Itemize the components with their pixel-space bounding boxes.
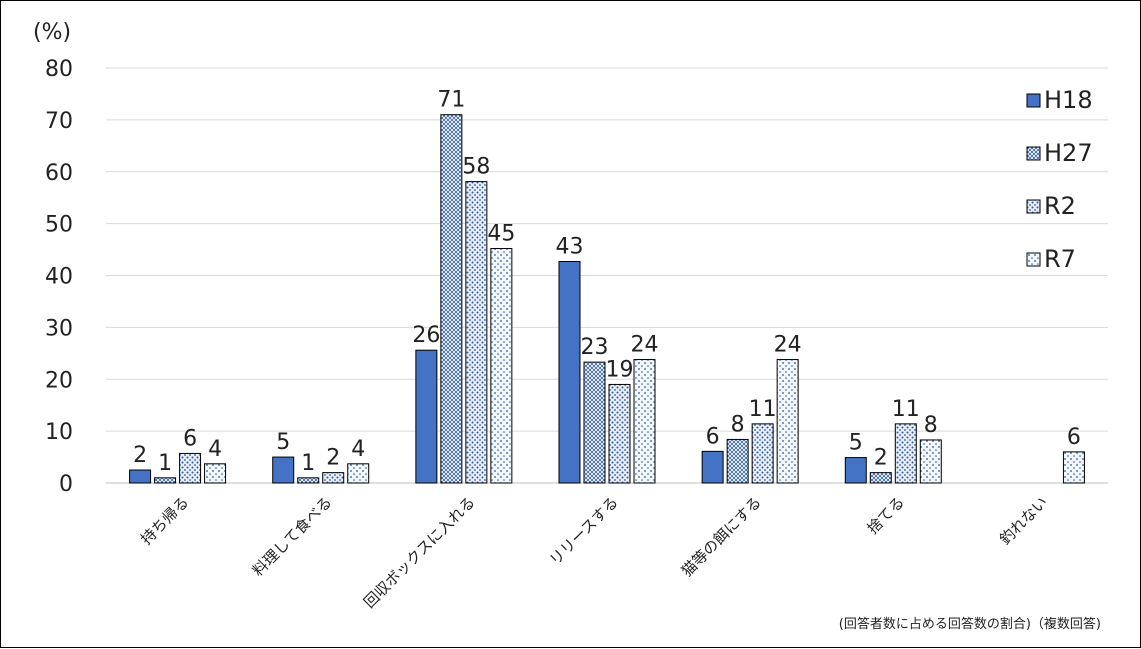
bar-R7-0 (204, 463, 227, 484)
bars (129, 114, 1085, 484)
data-label: 5 (276, 430, 290, 455)
y-tick-label: 10 (45, 420, 73, 445)
data-label: 4 (208, 437, 222, 462)
bar-H27-2 (440, 114, 463, 484)
data-label: 6 (183, 426, 197, 451)
data-label: 24 (774, 333, 802, 358)
bar-R2-4 (751, 423, 774, 484)
category-label: 料理して食べる (249, 493, 336, 580)
y-tick-label: 50 (45, 213, 73, 238)
category-label: 持ち帰る (137, 493, 192, 548)
data-label: 2 (874, 446, 888, 471)
bar-H18-1 (272, 456, 295, 484)
data-label: 4 (351, 437, 365, 462)
y-tick-label: 30 (45, 316, 73, 341)
bar-H27-4 (726, 438, 749, 484)
y-tick-label: 80 (45, 57, 73, 82)
bar-R2-1 (322, 472, 345, 484)
bar-H18-3 (558, 260, 581, 484)
bar-R7-3 (633, 359, 656, 484)
data-label: 26 (412, 323, 440, 348)
footnote: (回答者数に占める回答数の割合)（複数回答) (839, 616, 1101, 632)
data-label: 5 (849, 431, 863, 456)
data-label: 58 (462, 155, 490, 180)
data-label: 24 (631, 333, 659, 358)
bar-R2-5 (894, 423, 917, 484)
data-label: 11 (892, 397, 920, 422)
legend-label: R2 (1044, 192, 1076, 220)
bar-H27-3 (583, 361, 606, 484)
bar-R7-1 (347, 463, 370, 484)
y-tick-label: 0 (59, 472, 73, 497)
data-label: 11 (749, 397, 777, 422)
bar-H18-4 (701, 450, 724, 484)
y-axis-unit-label: (%) (33, 20, 71, 45)
bar-H18-2 (415, 349, 438, 484)
data-label: 6 (1067, 425, 1081, 450)
category-labels: 持ち帰る 料理して食べる 回収ボックスに入れる リリースする 猫等の餌にする 捨てる 釣れな… (137, 493, 1051, 611)
category-label: リリースする (546, 493, 622, 569)
y-axis-ticks: 0 10 20 30 40 50 60 70 80 (45, 57, 73, 497)
data-label: 1 (158, 451, 172, 476)
legend-swatch-R7 (1026, 252, 1041, 267)
data-label: 8 (924, 413, 938, 438)
bar-R7-2 (490, 248, 513, 484)
bar-R2-3 (608, 383, 631, 484)
bar-R7-4 (776, 359, 799, 484)
y-tick-label: 70 (45, 109, 73, 134)
bar-H27-1 (297, 477, 320, 484)
data-label: 2 (133, 443, 147, 468)
data-label: 71 (437, 88, 465, 113)
legend-swatch-R2 (1026, 199, 1041, 214)
bar-H27-5 (869, 472, 892, 484)
data-label: 45 (487, 222, 515, 247)
y-tick-label: 20 (45, 368, 73, 393)
y-tick-label: 40 (45, 265, 73, 290)
bar-H18-0 (129, 469, 152, 484)
legend-label: R7 (1044, 245, 1076, 273)
y-tick-label: 60 (45, 161, 73, 186)
category-label: 猫等の餌にする (678, 493, 765, 580)
data-label: 1 (301, 451, 315, 476)
bar-R2-0 (179, 452, 202, 484)
bar-R7-6 (1062, 451, 1085, 484)
legend-label: H18 (1044, 86, 1093, 114)
data-label: 23 (581, 335, 609, 360)
bar-H18-5 (844, 457, 867, 484)
category-label: 回収ボックスに入れる (360, 493, 478, 611)
data-label: 2 (326, 446, 340, 471)
category-label: 捨てる (864, 493, 909, 538)
category-label: 釣れない (996, 493, 1051, 548)
bar-R2-2 (465, 181, 488, 484)
data-label: 8 (731, 412, 745, 437)
legend-swatch-H27 (1026, 146, 1041, 161)
gridlines (106, 67, 1108, 484)
legend-swatch-H18 (1026, 93, 1041, 108)
legend: H18 H27 R2 R7 (1026, 86, 1093, 273)
data-label: 43 (556, 234, 584, 259)
bar-R7-5 (919, 439, 942, 484)
data-label: 6 (706, 424, 720, 449)
legend-label: H27 (1044, 139, 1093, 167)
bar-H27-0 (154, 477, 177, 484)
data-label: 19 (606, 357, 634, 382)
